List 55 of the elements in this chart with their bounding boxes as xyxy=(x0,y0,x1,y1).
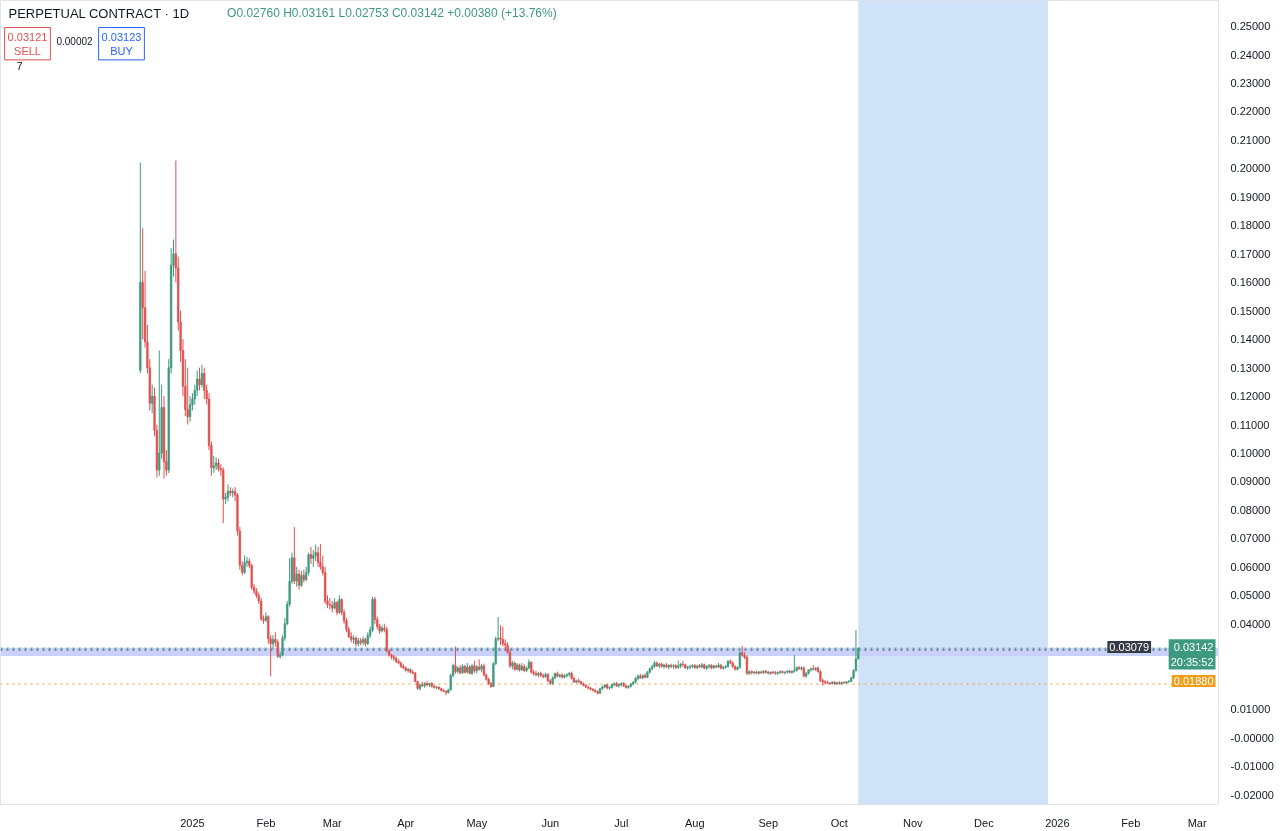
x-tick-label: 2025 xyxy=(180,816,205,829)
y-tick-label: 0.01000 xyxy=(1230,703,1271,716)
y-tick-label: -0.00000 xyxy=(1230,731,1274,744)
x-tick-label: Sep xyxy=(758,816,779,829)
y-tick-label: 0.12000 xyxy=(1230,390,1271,403)
y-tick-label: 0.04000 xyxy=(1230,617,1271,630)
y-tick-label: 0.14000 xyxy=(1230,333,1271,346)
annotation: O0.02760 H0.03161 L0.02753 C0.03142 +0.00380 (+13.76%) xyxy=(227,5,557,20)
x-tick-label: Feb xyxy=(1121,816,1141,829)
annotation: 0.03121 SELL xyxy=(7,30,48,57)
chart-title: PERPETUAL CONTRACT · 1D xyxy=(8,5,190,21)
candlestick xyxy=(319,543,322,571)
x-tick-label: Nov xyxy=(903,816,924,829)
y-tick-label: 0.13000 xyxy=(1230,361,1271,374)
y-tick-label: 0.24000 xyxy=(1230,48,1271,61)
x-tick-label: Oct xyxy=(830,816,848,829)
x-tick-label: Dec xyxy=(974,816,995,829)
candlestick xyxy=(293,526,296,585)
x-tick-label: May xyxy=(466,816,488,829)
y-tick-label: 0.23000 xyxy=(1230,77,1271,90)
y-tick-label: 0.15000 xyxy=(1230,304,1271,317)
x-tick-label: Mar xyxy=(1187,816,1207,829)
y-tick-label: 0.20000 xyxy=(1230,162,1271,175)
x-tick-label: 2026 xyxy=(1045,816,1070,829)
y-tick-label: 0.05000 xyxy=(1230,589,1271,602)
annotation: 0.03123 BUY xyxy=(101,30,142,57)
y-tick-label: 0.22000 xyxy=(1230,105,1271,118)
y-tick-label: 0.10000 xyxy=(1230,447,1271,460)
y-tick-label: 0.16000 xyxy=(1230,276,1271,289)
y-tick-label: 0.09000 xyxy=(1230,475,1271,488)
ref-line-label: 0.01880 xyxy=(1173,675,1214,688)
y-tick-label: 0.17000 xyxy=(1230,247,1271,260)
x-tick-label: Jul xyxy=(614,816,629,829)
y-tick-label: -0.02000 xyxy=(1230,788,1274,801)
y-tick-label: 0.07000 xyxy=(1230,532,1271,545)
x-tick-label: Jun xyxy=(541,816,560,829)
x-tick-label: Aug xyxy=(685,816,705,829)
ref-line-label: 0.03142 20:35:52 xyxy=(1170,641,1214,668)
x-tick-label: Mar xyxy=(322,816,343,829)
annotation: 0.00002 xyxy=(56,35,94,47)
x-tick-label: Feb xyxy=(256,816,276,829)
candlestick xyxy=(151,384,154,414)
y-tick-label: 0.06000 xyxy=(1230,560,1271,573)
candlestick xyxy=(295,566,298,588)
y-tick-label: 0.25000 xyxy=(1230,20,1271,33)
x-tick-label: Apr xyxy=(397,816,415,829)
ref-line-label: 0.03079 xyxy=(1109,640,1150,653)
y-tick-label: 0.21000 xyxy=(1230,133,1271,146)
y-tick-label: -0.01000 xyxy=(1230,760,1274,773)
candlestick xyxy=(385,626,388,653)
y-tick-label: 0.11000 xyxy=(1230,418,1270,431)
annotation: 7 xyxy=(16,59,23,72)
y-tick-label: 0.18000 xyxy=(1230,219,1271,232)
y-tick-label: 0.19000 xyxy=(1230,190,1271,203)
y-tick-label: 0.08000 xyxy=(1230,503,1271,516)
